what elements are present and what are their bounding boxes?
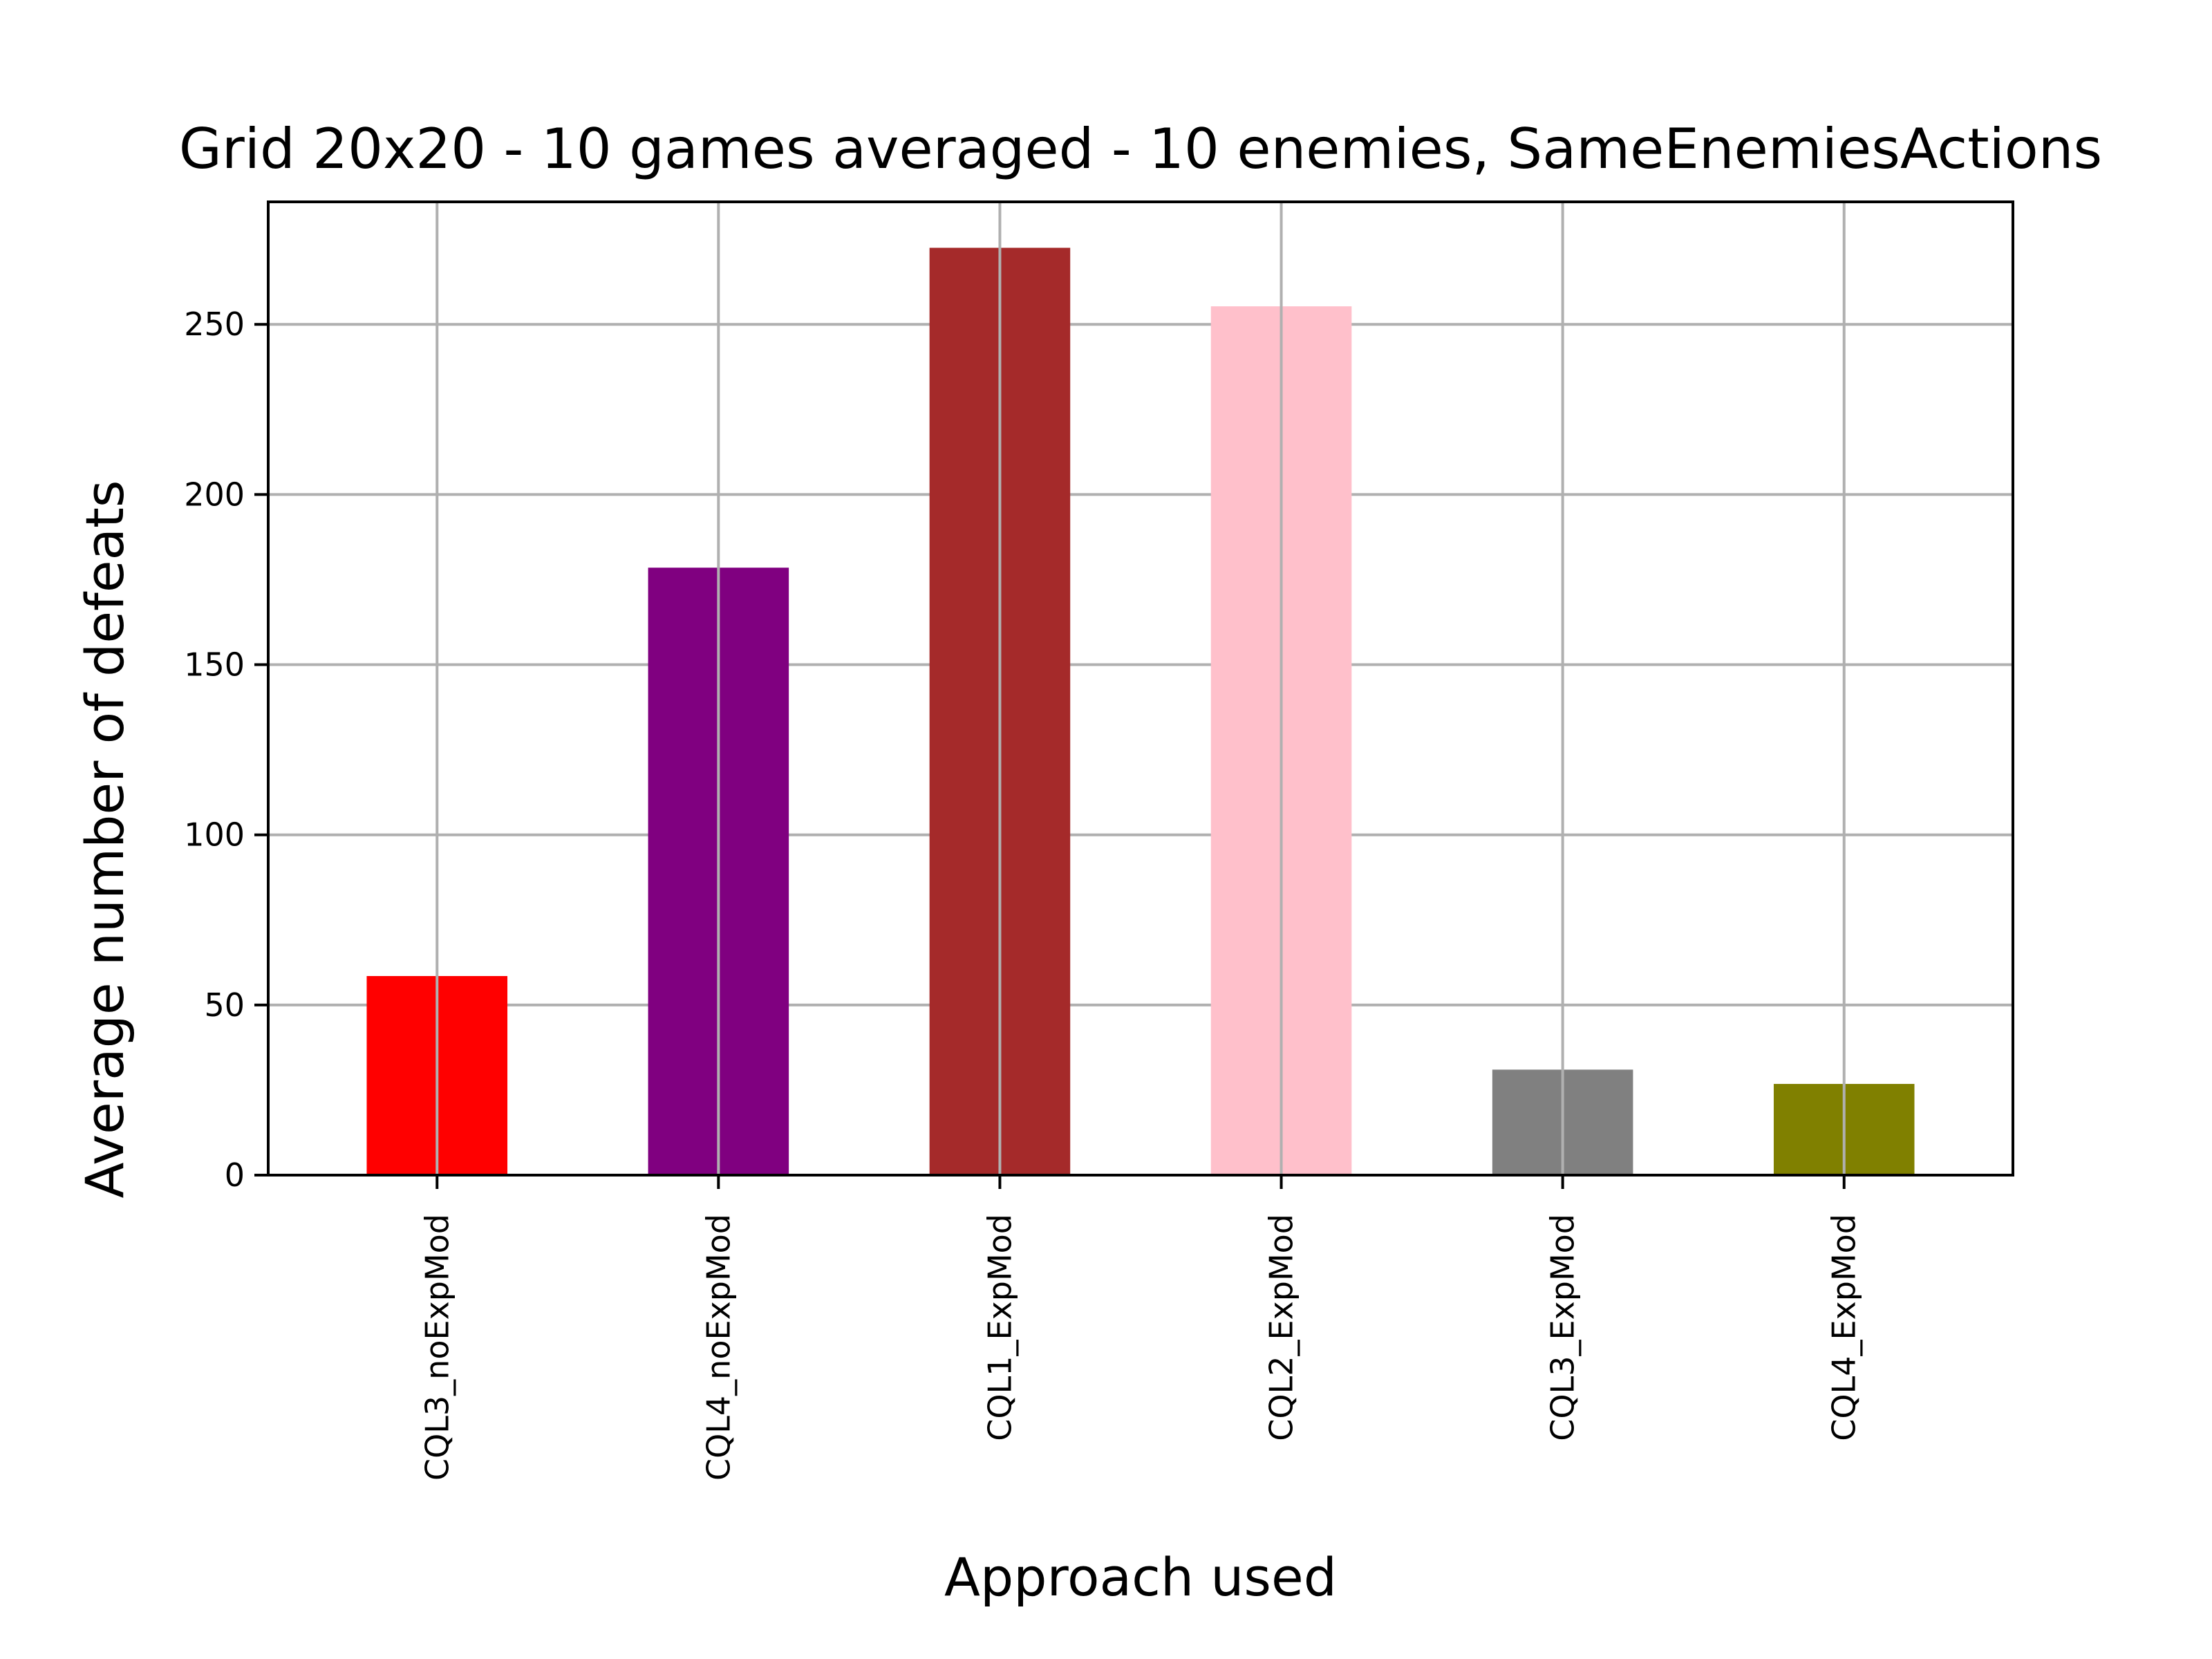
chart-title: Grid 20x20 - 10 games averaged - 10 enem… xyxy=(179,117,2102,181)
y-tick-label: 200 xyxy=(184,476,245,513)
x-tick-label: CQL4_noExpMod xyxy=(700,1214,737,1481)
x-tick-label: CQL3_noExpMod xyxy=(418,1214,456,1481)
y-axis-label: Average number of defeats xyxy=(74,480,135,1199)
y-tick-label: 150 xyxy=(184,646,245,684)
plot-frame xyxy=(267,200,2014,1177)
x-axis-label: Approach used xyxy=(944,1546,1337,1608)
vertical-grid-lines xyxy=(435,202,1846,1175)
y-axis-ticks: 0 50 100 150 200 250 xyxy=(184,306,268,1194)
x-tick-label: CQL3_ExpMod xyxy=(1544,1214,1582,1441)
x-tick-label: CQL1_ExpMod xyxy=(981,1214,1018,1441)
x-axis-ticks: CQL3_noExpMod CQL4_noExpMod CQL1_ExpMod CQL… xyxy=(418,1175,1863,1481)
x-tick-label: CQL2_ExpMod xyxy=(1263,1214,1300,1441)
y-tick-label: 100 xyxy=(184,816,245,854)
y-tick-label: 50 xyxy=(204,986,245,1024)
x-tick-label: CQL4_ExpMod xyxy=(1826,1214,1863,1441)
y-tick-label: 0 xyxy=(225,1156,245,1194)
y-tick-label: 250 xyxy=(184,306,245,343)
